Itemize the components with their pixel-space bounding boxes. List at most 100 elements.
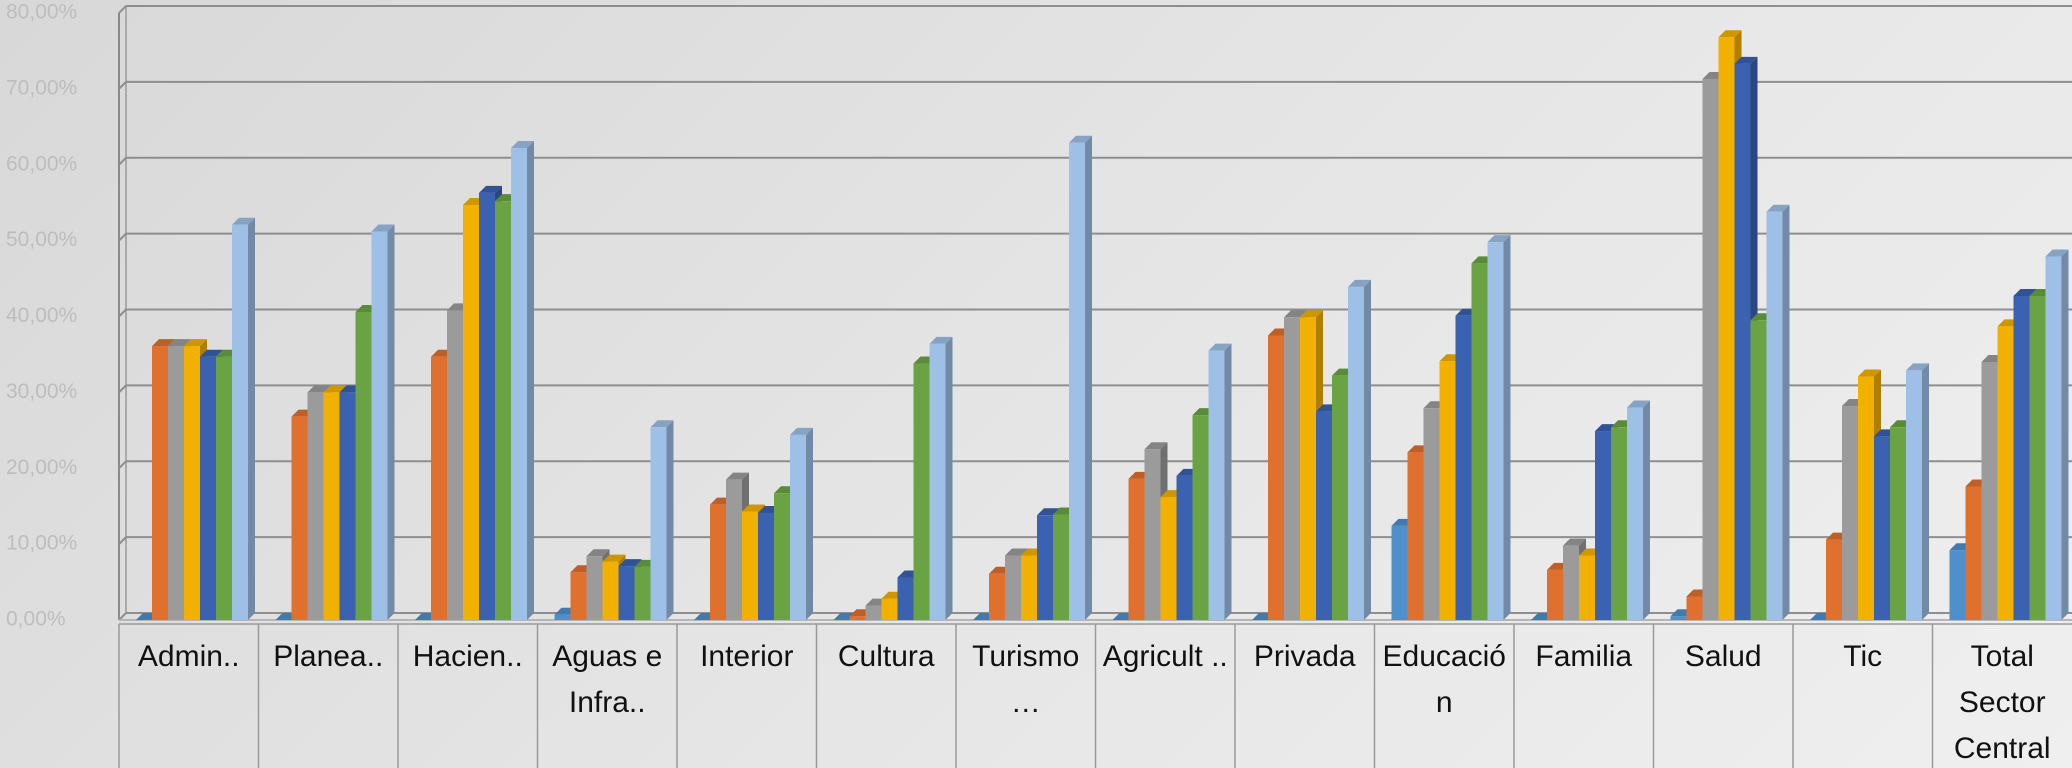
bar xyxy=(1766,204,1790,621)
bar-front xyxy=(1858,376,1874,620)
x-tick-label: Privada xyxy=(1253,640,1356,673)
bar xyxy=(1208,343,1232,620)
bar-front xyxy=(1144,449,1161,620)
bar-front xyxy=(1826,539,1842,620)
bar-front xyxy=(849,616,866,620)
grid-floor-edge xyxy=(118,232,127,242)
bar-side xyxy=(2061,249,2069,620)
bar xyxy=(1348,279,1371,620)
bar-side xyxy=(527,141,534,620)
bar-front xyxy=(1547,569,1563,620)
bar-top xyxy=(511,141,534,149)
bar-side xyxy=(945,336,953,620)
y-tick-label: 10,00% xyxy=(6,532,77,555)
bar-front xyxy=(447,310,463,620)
bar-top xyxy=(1734,56,1758,64)
y-tick-label: 30,00% xyxy=(6,380,77,403)
bar-top xyxy=(618,559,642,567)
bar-top xyxy=(1300,310,1323,318)
bar-top xyxy=(1487,235,1511,243)
bar-top xyxy=(232,217,255,225)
bar-front xyxy=(913,363,930,620)
bar-side xyxy=(806,427,813,620)
bar-front xyxy=(1734,63,1751,621)
x-tick-label: Tic xyxy=(1843,640,1883,673)
bar-front xyxy=(339,392,356,620)
bar-top xyxy=(479,185,502,193)
bar-top xyxy=(1005,548,1028,556)
grid-floor-edge xyxy=(118,5,127,14)
bar-side xyxy=(248,217,255,620)
bar-front xyxy=(1611,427,1627,620)
bar-side xyxy=(666,420,674,620)
grid-floor-edge xyxy=(118,81,127,90)
y-tick-label: 80,00% xyxy=(6,1,77,24)
bar-front xyxy=(1702,79,1719,621)
bar-top xyxy=(152,339,175,347)
bar xyxy=(1069,135,1092,620)
bar-front xyxy=(1718,37,1735,620)
y-tick-label: 70,00% xyxy=(6,76,77,99)
bar-front xyxy=(710,504,726,620)
bar-side xyxy=(1782,204,1790,621)
bar-top xyxy=(742,504,765,512)
bar-front xyxy=(1766,211,1783,621)
bar-front xyxy=(1316,411,1332,620)
bar-front xyxy=(1423,408,1440,620)
bar xyxy=(2045,249,2069,620)
x-tick-label: Turismo … xyxy=(972,640,1080,719)
bar-front xyxy=(1069,142,1085,620)
bar-top xyxy=(1718,30,1742,38)
x-tick-label: Hacien.. xyxy=(412,640,523,673)
bar-front xyxy=(1579,555,1595,620)
bar-top xyxy=(1627,400,1650,408)
bar-front xyxy=(1037,515,1053,620)
bar-front xyxy=(1874,436,1890,620)
bar-front xyxy=(570,572,587,620)
bar-top xyxy=(1766,204,1790,212)
bar-side xyxy=(1224,343,1232,620)
bar-top xyxy=(307,385,331,393)
bar-front xyxy=(291,416,308,620)
grid-floor-edge xyxy=(118,157,127,166)
bar-side xyxy=(1364,279,1371,620)
bar-top xyxy=(1208,343,1232,351)
bar-side xyxy=(1922,363,1929,620)
x-tick-label: Educación xyxy=(1382,640,1506,719)
bar-front xyxy=(1284,317,1300,620)
bar-front xyxy=(1332,375,1348,620)
bar-front xyxy=(2045,256,2062,620)
y-tick-label: 50,00% xyxy=(6,228,77,251)
bar xyxy=(650,420,674,620)
bar-front xyxy=(1750,320,1767,620)
bar-front xyxy=(2029,296,2046,620)
bar-top xyxy=(2013,289,2037,297)
bar xyxy=(929,336,953,620)
bar-front xyxy=(184,346,200,620)
bar-front xyxy=(929,343,946,620)
bar-front xyxy=(1686,596,1703,620)
bar-top xyxy=(790,427,813,435)
bar-top xyxy=(1284,310,1307,318)
bar-front xyxy=(1439,361,1456,620)
bar-front xyxy=(479,192,495,621)
bar xyxy=(1487,235,1511,620)
bar-front xyxy=(1595,431,1611,620)
bar-front xyxy=(586,556,603,620)
x-tick-label: Cultura xyxy=(837,640,935,673)
bar-front xyxy=(742,511,758,620)
bar-front xyxy=(323,392,340,620)
bar-top xyxy=(1348,279,1371,287)
bar-front xyxy=(1192,415,1209,620)
grid-floor-edge xyxy=(118,384,127,394)
bar-top xyxy=(586,549,610,557)
bar-front xyxy=(1053,514,1069,620)
grid-floor-edge xyxy=(118,536,127,545)
bar-front xyxy=(1906,370,1922,620)
x-tick-label: Interior xyxy=(700,640,794,673)
bar-front xyxy=(1997,326,2014,620)
bar xyxy=(1906,363,1929,620)
y-tick-label: 0,00% xyxy=(6,608,66,631)
bar-front xyxy=(1890,427,1906,620)
bar-front xyxy=(1391,525,1408,620)
